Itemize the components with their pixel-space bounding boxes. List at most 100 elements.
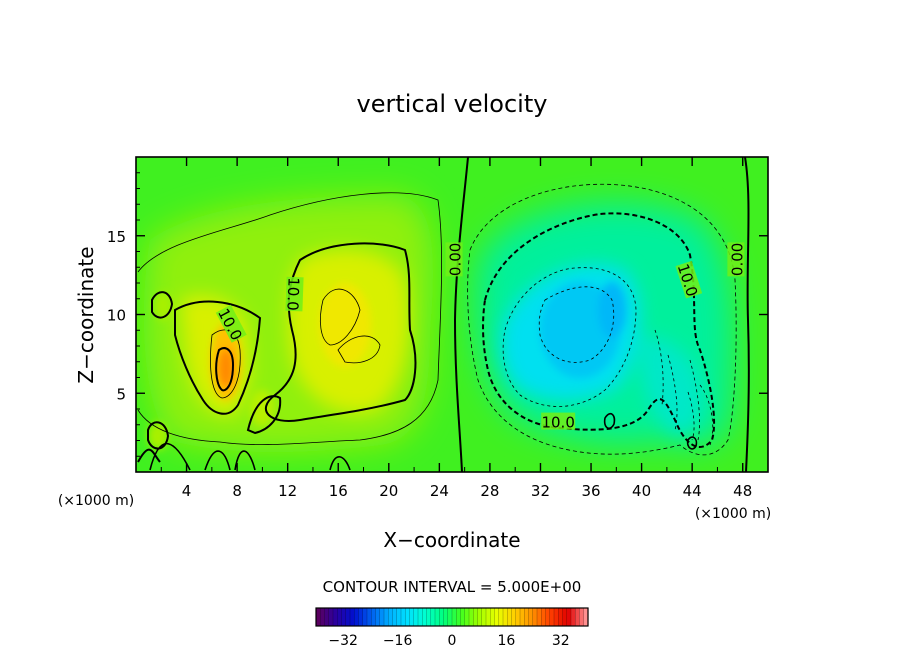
colorbar-swatch xyxy=(452,608,457,626)
y-tick-label: 10 xyxy=(107,307,126,325)
colorbar-swatch xyxy=(498,608,504,626)
downdraft-core-shade xyxy=(540,282,626,378)
colorbar-swatch xyxy=(562,608,568,626)
colorbar-swatch xyxy=(443,608,449,626)
colorbar: −32 −16 0 16 32 xyxy=(315,607,589,649)
x-tick-label: 24 xyxy=(430,482,449,500)
colorbar-swatch xyxy=(464,608,470,626)
chart-title: vertical velocity xyxy=(357,90,548,118)
contour-label-bg xyxy=(285,276,304,312)
colorbar-swatch xyxy=(426,608,432,626)
colorbar-swatch xyxy=(328,608,334,626)
contour-label-text: 0.00 xyxy=(447,243,465,276)
x-tick-label: 8 xyxy=(232,482,242,500)
colorbar-swatch xyxy=(503,608,508,626)
colorbar-swatch xyxy=(524,608,530,626)
colorbar-swatch xyxy=(396,608,402,626)
colorbar-tick-label: 0 xyxy=(448,633,457,649)
colorbar-swatch xyxy=(494,608,500,626)
x-tick-label: 36 xyxy=(581,482,600,500)
colorbar-swatch xyxy=(422,608,428,626)
colorbar-swatch xyxy=(371,608,377,626)
colorbar-swatch xyxy=(375,608,381,626)
contour-lines xyxy=(137,157,750,472)
colorbar-swatch xyxy=(345,608,351,626)
colorbar-swatch xyxy=(473,608,479,626)
colorbar-swatch xyxy=(362,608,368,626)
contour-interval-label: CONTOUR INTERVAL = 5.000E+00 xyxy=(323,578,582,596)
colorbar-swatch xyxy=(392,608,398,626)
colorbar-swatch xyxy=(316,608,321,626)
colorbar-swatch xyxy=(439,608,445,626)
contour-surface xyxy=(149,442,351,471)
contour-label: 10.0 xyxy=(283,276,304,312)
colorbar-swatch xyxy=(558,608,564,626)
x-tick-label: 48 xyxy=(733,482,752,500)
contour-pos15-right2 xyxy=(337,335,381,364)
colorbar-swatch xyxy=(486,608,491,626)
colorbar-swatch xyxy=(430,608,436,626)
colorbar-swatch xyxy=(520,608,525,626)
colorbar-tick-label: 32 xyxy=(552,633,570,649)
colorbar-swatch xyxy=(358,608,364,626)
colorbar-swatch xyxy=(350,608,355,626)
colorbar-tick-label: 16 xyxy=(497,633,515,649)
colorbar-swatch xyxy=(320,608,326,626)
contour-label: 0.00 xyxy=(445,242,465,277)
colorbar-swatch xyxy=(367,608,372,626)
colorbar-swatch xyxy=(541,608,547,626)
colorbar-swatch xyxy=(413,608,419,626)
colorbar-swatch xyxy=(571,608,576,626)
colorbar-tick-label: −32 xyxy=(328,633,358,649)
colorbar-swatch xyxy=(388,608,394,626)
x-tick-label: 12 xyxy=(278,482,297,500)
contour-cell-3 xyxy=(246,395,282,435)
contour-neg15 xyxy=(502,267,637,407)
y-tick-label: 15 xyxy=(107,228,126,246)
y-tick-label: 5 xyxy=(116,385,126,403)
colorbar-swatch xyxy=(579,608,585,626)
contour-pos20 xyxy=(215,347,235,392)
x-tick-label: 20 xyxy=(379,482,398,500)
contour-label-text: 10.0 xyxy=(283,277,302,311)
contour-label-text: 0.00 xyxy=(728,243,746,276)
colorbar-swatch xyxy=(575,608,581,626)
colorbar-swatch xyxy=(384,608,389,626)
colorbar-swatch xyxy=(515,608,521,626)
contour-pos5-outer xyxy=(137,192,442,445)
contour-neg10 xyxy=(482,212,716,449)
colorbar-swatch xyxy=(337,608,343,626)
colorbar-swatch xyxy=(507,608,513,626)
colorbar-swatch xyxy=(354,608,360,626)
x-tick-label: 4 xyxy=(182,482,192,500)
colorbar-swatch xyxy=(537,608,542,626)
contour-cell-1 xyxy=(151,291,174,319)
contour-neg20 xyxy=(538,286,615,363)
x-unit-right: (×1000 m) xyxy=(695,506,771,522)
x-axis-title: X−coordinate xyxy=(383,528,520,552)
x-tick-label: 44 xyxy=(683,482,702,500)
x-unit-left: (×1000 m) xyxy=(58,493,134,509)
colorbar-swatch xyxy=(477,608,483,626)
contour-label-bg xyxy=(215,304,247,343)
colorbar-swatch xyxy=(554,608,559,626)
colorbar-swatch xyxy=(460,608,466,626)
contour-label-bg xyxy=(541,412,576,430)
colorbar-swatch xyxy=(418,608,423,626)
colorbar-swatch xyxy=(528,608,534,626)
colorbar-swatch xyxy=(469,608,474,626)
colorbar-swatch xyxy=(409,608,415,626)
colorbar-swatch xyxy=(447,608,453,626)
contour-zero-right xyxy=(744,157,750,472)
colorbar-swatch xyxy=(333,608,338,626)
contour-neg-small xyxy=(603,412,698,450)
colorbar-swatch xyxy=(511,608,517,626)
contour-zero-left xyxy=(453,157,469,472)
colorbar-swatch xyxy=(532,608,538,626)
x-tick-label: 32 xyxy=(531,482,550,500)
colorbar-frame xyxy=(315,607,589,627)
colorbar-tick-label: −16 xyxy=(383,633,413,649)
contour-cell-2 xyxy=(147,421,170,450)
